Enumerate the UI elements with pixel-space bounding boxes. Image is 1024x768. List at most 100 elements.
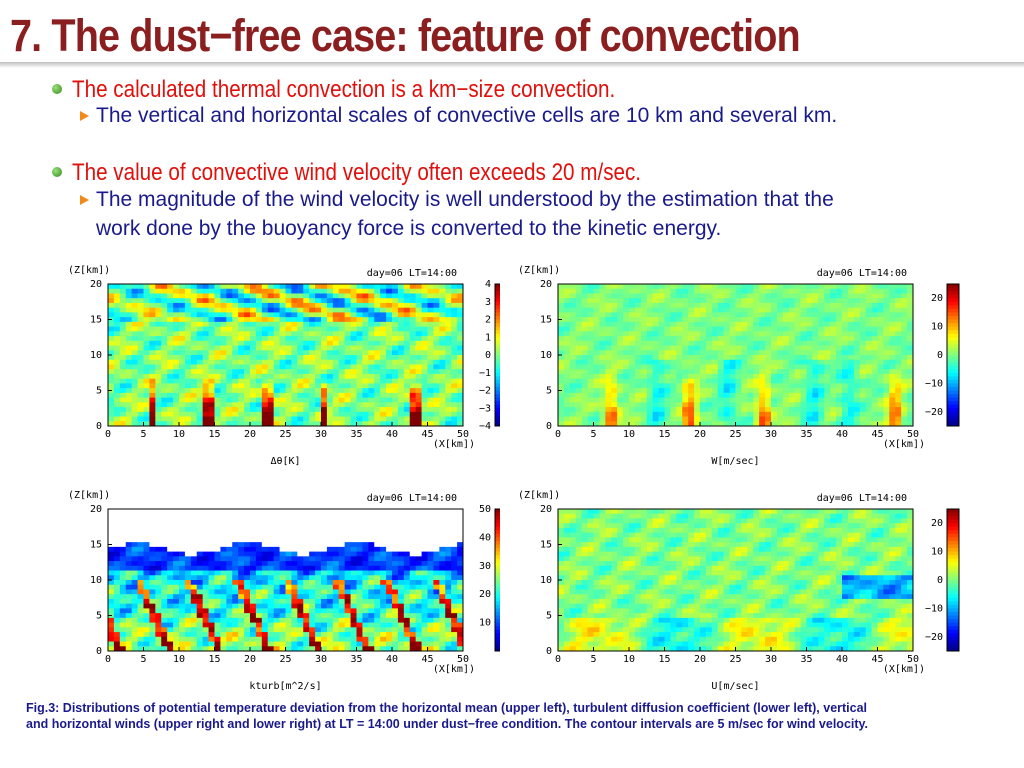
heatmap-cell: [759, 331, 766, 337]
heatmap-cell: [386, 416, 393, 422]
heatmap-cell: [119, 345, 127, 351]
heatmap-cell: [309, 402, 316, 408]
heatmap-cell: [267, 416, 275, 422]
heatmap-cell: [303, 369, 310, 375]
heatmap-cell: [208, 575, 215, 581]
heatmap-cell: [279, 373, 286, 380]
heatmap-cell: [244, 641, 251, 647]
heatmap-cell: [735, 293, 742, 299]
heatmap-cell: [853, 288, 861, 294]
heatmap-cell: [569, 317, 577, 323]
heatmap-cell: [694, 288, 701, 294]
heatmap-cell: [705, 421, 713, 427]
heatmap-cell: [226, 584, 233, 590]
heatmap-cell: [741, 298, 748, 304]
heatmap-cell: [238, 312, 245, 318]
heatmap-cell: [865, 345, 872, 351]
heatmap-cell: [250, 331, 257, 337]
heatmap-cell: [214, 284, 221, 290]
heatmap-cell: [575, 302, 583, 309]
heatmap-cell: [244, 364, 251, 370]
heatmap-cell: [173, 518, 180, 524]
heatmap-cell: [279, 589, 286, 595]
heatmap-cell: [605, 407, 612, 413]
heatmap-cell: [694, 416, 701, 422]
heatmap-cell: [901, 383, 908, 389]
heatmap-cell: [190, 288, 198, 294]
heatmap-cell: [747, 397, 754, 403]
heatmap-cell: [658, 388, 665, 394]
heatmap-cell: [143, 603, 150, 609]
heatmap-cell: [303, 331, 310, 337]
heatmap-cell: [853, 421, 861, 427]
heatmap-cell: [326, 312, 334, 318]
heatmap-cell: [261, 598, 269, 605]
heatmap-cell: [759, 397, 766, 403]
heatmap-cell: [267, 641, 275, 647]
heatmap-cell: [877, 317, 884, 323]
heatmap-cell: [788, 331, 796, 337]
heatmap-cell: [143, 402, 150, 408]
heatmap-cell: [634, 383, 642, 389]
heatmap-cell: [380, 411, 387, 417]
heatmap-cell: [859, 312, 867, 318]
heatmap-cell: [806, 302, 813, 309]
heatmap-cell: [569, 326, 577, 332]
heatmap-cell: [119, 603, 127, 609]
heatmap-cell: [315, 589, 322, 595]
heatmap-cell: [250, 421, 257, 427]
heatmap-cell: [451, 402, 458, 408]
heatmap-cell: [244, 284, 251, 290]
heatmap-cell: [362, 321, 369, 327]
heatmap-cell: [830, 288, 837, 294]
heatmap-cell: [818, 298, 825, 304]
heatmap-cell: [338, 388, 346, 394]
heatmap-cell: [167, 355, 174, 361]
heatmap-cell: [386, 402, 393, 408]
heatmap-cell: [108, 345, 115, 351]
heatmap-cell: [433, 388, 440, 394]
heatmap-cell: [143, 407, 150, 413]
heatmap-cell: [173, 542, 180, 548]
heatmap-cell: [445, 378, 452, 384]
heatmap-cell: [634, 411, 642, 417]
heatmap-cell: [433, 288, 440, 294]
heatmap-cell: [161, 340, 168, 346]
heatmap-cell: [587, 378, 594, 384]
heatmap-cell: [356, 317, 363, 323]
heatmap-cell: [303, 302, 310, 309]
heatmap-cell: [250, 589, 257, 595]
x-tick-label: 0: [105, 429, 111, 440]
heatmap-cell: [332, 580, 340, 586]
heatmap-cell: [303, 509, 310, 515]
heatmap-cell: [623, 373, 630, 380]
heatmap-cell: [137, 589, 144, 595]
heatmap-cell: [149, 388, 156, 394]
heatmap-cell: [575, 421, 583, 427]
heatmap-cell: [812, 378, 819, 384]
heatmap-cell: [297, 632, 304, 638]
heatmap-cell: [782, 355, 790, 361]
heatmap-cell: [652, 397, 659, 403]
heatmap-cell: [617, 312, 624, 318]
heatmap-cell: [303, 402, 310, 408]
heatmap-cell: [694, 369, 701, 375]
heatmap-cell: [214, 632, 221, 638]
heatmap-cell: [297, 407, 304, 413]
heatmap-cell: [688, 288, 695, 294]
heatmap-cell: [853, 298, 861, 304]
heatmap-cell: [125, 527, 133, 534]
heatmap-cell: [179, 312, 186, 318]
heatmap-cell: [427, 317, 434, 323]
heatmap-cell: [255, 340, 263, 346]
heatmap-cell: [255, 345, 263, 351]
heatmap-cell: [238, 561, 245, 567]
heatmap-cell: [131, 411, 138, 417]
heatmap-cell: [167, 513, 174, 519]
heatmap-cell: [344, 307, 351, 313]
heatmap-cell: [226, 416, 233, 422]
heatmap-cell: [362, 373, 369, 380]
heatmap-cell: [753, 397, 760, 403]
heatmap-cell: [747, 284, 754, 290]
heatmap-cell: [321, 383, 328, 389]
